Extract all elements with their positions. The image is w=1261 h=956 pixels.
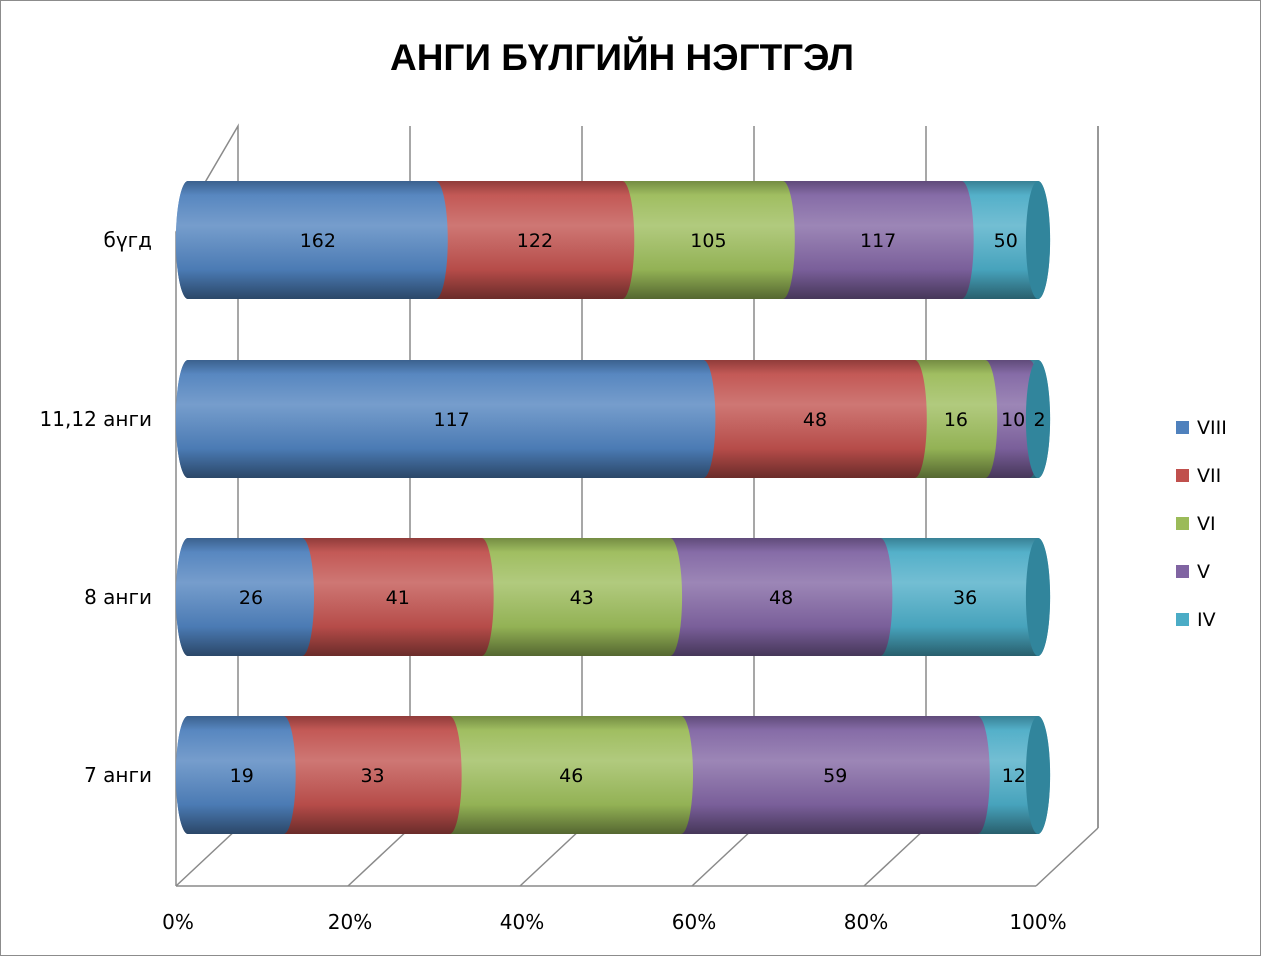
data-label: 46	[559, 765, 583, 787]
data-label: 43	[570, 587, 594, 609]
bar-segment-бүгд-v	[770, 181, 974, 299]
legend-swatch	[1176, 421, 1189, 434]
legend-item-viii: VIII	[1176, 417, 1227, 439]
x-tick-label: 20%	[328, 910, 372, 934]
legend-item-v: V	[1176, 561, 1210, 583]
data-label: 33	[360, 765, 384, 787]
legend-swatch	[1176, 469, 1189, 482]
bar-segment-бүгд-viii	[175, 181, 448, 299]
chart-title: АНГИ БҮЛГИЙН НЭГТГЭЛ	[390, 36, 854, 78]
category-axis: бүгд 11,12 анги 8 анги 7 анги	[40, 228, 152, 787]
legend-item-vi: VI	[1176, 513, 1216, 535]
bar-cap-right	[1025, 360, 1051, 478]
legend-label: V	[1197, 561, 1210, 583]
floor-gridline	[519, 827, 583, 887]
bar-cap-right	[1025, 716, 1051, 834]
data-label: 48	[803, 409, 827, 431]
data-label: 2	[1034, 409, 1046, 431]
bar-segment-11-12-анги-viii	[175, 360, 716, 478]
bar-segment-7-анги-viii	[175, 716, 296, 834]
x-tick-label: 100%	[1009, 910, 1066, 934]
legend-label: VII	[1197, 465, 1221, 487]
floor-gridline	[691, 827, 755, 887]
bar-segment-8-анги-iv	[868, 538, 1051, 656]
data-label: 16	[944, 409, 968, 431]
legend-label: VI	[1197, 513, 1216, 535]
floor-gridline	[175, 827, 239, 887]
value-axis: 0% 20% 40% 60% 80% 100%	[162, 910, 1066, 934]
bar-segment-8-анги-viii	[175, 538, 315, 656]
data-label: 59	[823, 765, 847, 787]
bar-row-8-анги: 26 41 43 48 36	[175, 538, 1051, 656]
legend-item-vii: VII	[1176, 465, 1221, 487]
bar-segment-7-анги-vi	[437, 716, 693, 834]
bar-row-7-анги: 19 33 46 59 12	[175, 716, 1051, 834]
data-label: 117	[860, 230, 896, 252]
legend-swatch	[1176, 517, 1189, 530]
floor-gridline	[347, 827, 411, 887]
bar-segment-11-12-анги-vii	[691, 360, 927, 478]
data-label: 48	[769, 587, 793, 609]
x-tick-label: 40%	[500, 910, 544, 934]
legend-swatch	[1176, 565, 1189, 578]
bar-segment-бүгд-vii	[423, 181, 635, 299]
data-label: 162	[300, 230, 336, 252]
bar-cap-right	[1025, 181, 1051, 299]
legend-label: VIII	[1197, 417, 1227, 439]
bar-row-11-12-анги: 117 48 16 10 2	[175, 360, 1051, 478]
bar-segment-7-анги-vii	[271, 716, 462, 834]
x-tick-label: 60%	[672, 910, 716, 934]
floor-gridline	[863, 827, 927, 887]
bar-segment-8-анги-vi	[469, 538, 683, 656]
bar-segment-бүгд-iv	[949, 181, 1051, 299]
legend-item-iv: IV	[1176, 609, 1216, 631]
legend: VIII VII VI V IV	[1176, 417, 1227, 631]
bar-cap-right	[1025, 538, 1051, 656]
category-label: 7 анги	[84, 763, 152, 787]
data-label: 19	[230, 765, 254, 787]
data-label: 117	[434, 409, 470, 431]
legend-label: IV	[1197, 609, 1216, 631]
bar-segment-11-12-анги-vi	[902, 360, 998, 478]
data-label: 122	[517, 230, 553, 252]
floor-gridline	[1035, 827, 1099, 887]
bar-row-бүгд: 162 122 105 117 50	[175, 181, 1051, 299]
data-label: 105	[690, 230, 726, 252]
bar-segment-бүгд-vi	[610, 181, 795, 299]
data-label: 12	[1002, 765, 1026, 787]
legend-swatch	[1176, 613, 1189, 626]
data-label: 10	[1001, 409, 1025, 431]
data-label: 26	[239, 587, 263, 609]
bar-segment-8-анги-v	[657, 538, 893, 656]
category-label: 8 анги	[84, 585, 152, 609]
category-label: 11,12 анги	[40, 407, 152, 431]
data-label: 41	[386, 587, 410, 609]
x-tick-label: 0%	[162, 910, 194, 934]
data-label: 36	[953, 587, 977, 609]
bar-area: 162 122 105 117 50 117 48 16 10 2 26 41 43 48 36 19 33 46…	[175, 181, 1051, 834]
x-tick-label: 80%	[844, 910, 888, 934]
bar-segment-8-анги-vii	[289, 538, 494, 656]
bar-segment-7-анги-v	[668, 716, 990, 834]
category-label: бүгд	[103, 228, 152, 252]
data-label: 50	[994, 230, 1018, 252]
